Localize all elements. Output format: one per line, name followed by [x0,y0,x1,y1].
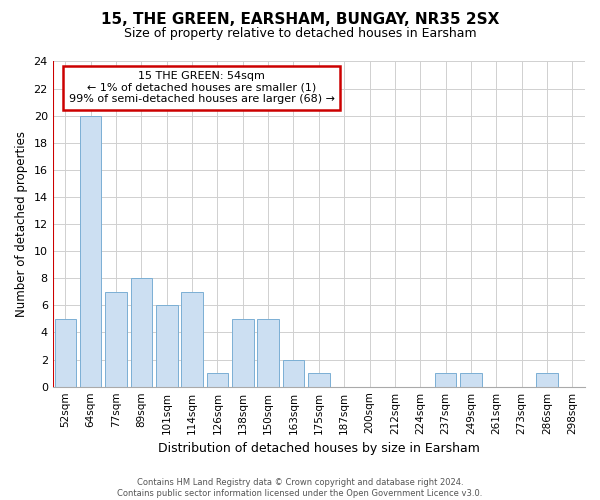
Bar [105,292,127,386]
Text: Size of property relative to detached houses in Earsham: Size of property relative to detached ho… [124,28,476,40]
Y-axis label: Number of detached properties: Number of detached properties [15,131,28,317]
Bar [80,116,101,386]
Bar [232,319,254,386]
Bar [308,373,329,386]
Text: Contains HM Land Registry data © Crown copyright and database right 2024.
Contai: Contains HM Land Registry data © Crown c… [118,478,482,498]
Bar [257,319,279,386]
Bar [536,373,558,386]
Bar [55,319,76,386]
Bar [156,306,178,386]
Bar [283,360,304,386]
X-axis label: Distribution of detached houses by size in Earsham: Distribution of detached houses by size … [158,442,480,455]
Bar [131,278,152,386]
Bar [181,292,203,386]
Bar [206,373,228,386]
Text: 15 THE GREEN: 54sqm
← 1% of detached houses are smaller (1)
99% of semi-detached: 15 THE GREEN: 54sqm ← 1% of detached hou… [69,72,335,104]
Bar [435,373,457,386]
Bar [460,373,482,386]
Text: 15, THE GREEN, EARSHAM, BUNGAY, NR35 2SX: 15, THE GREEN, EARSHAM, BUNGAY, NR35 2SX [101,12,499,28]
